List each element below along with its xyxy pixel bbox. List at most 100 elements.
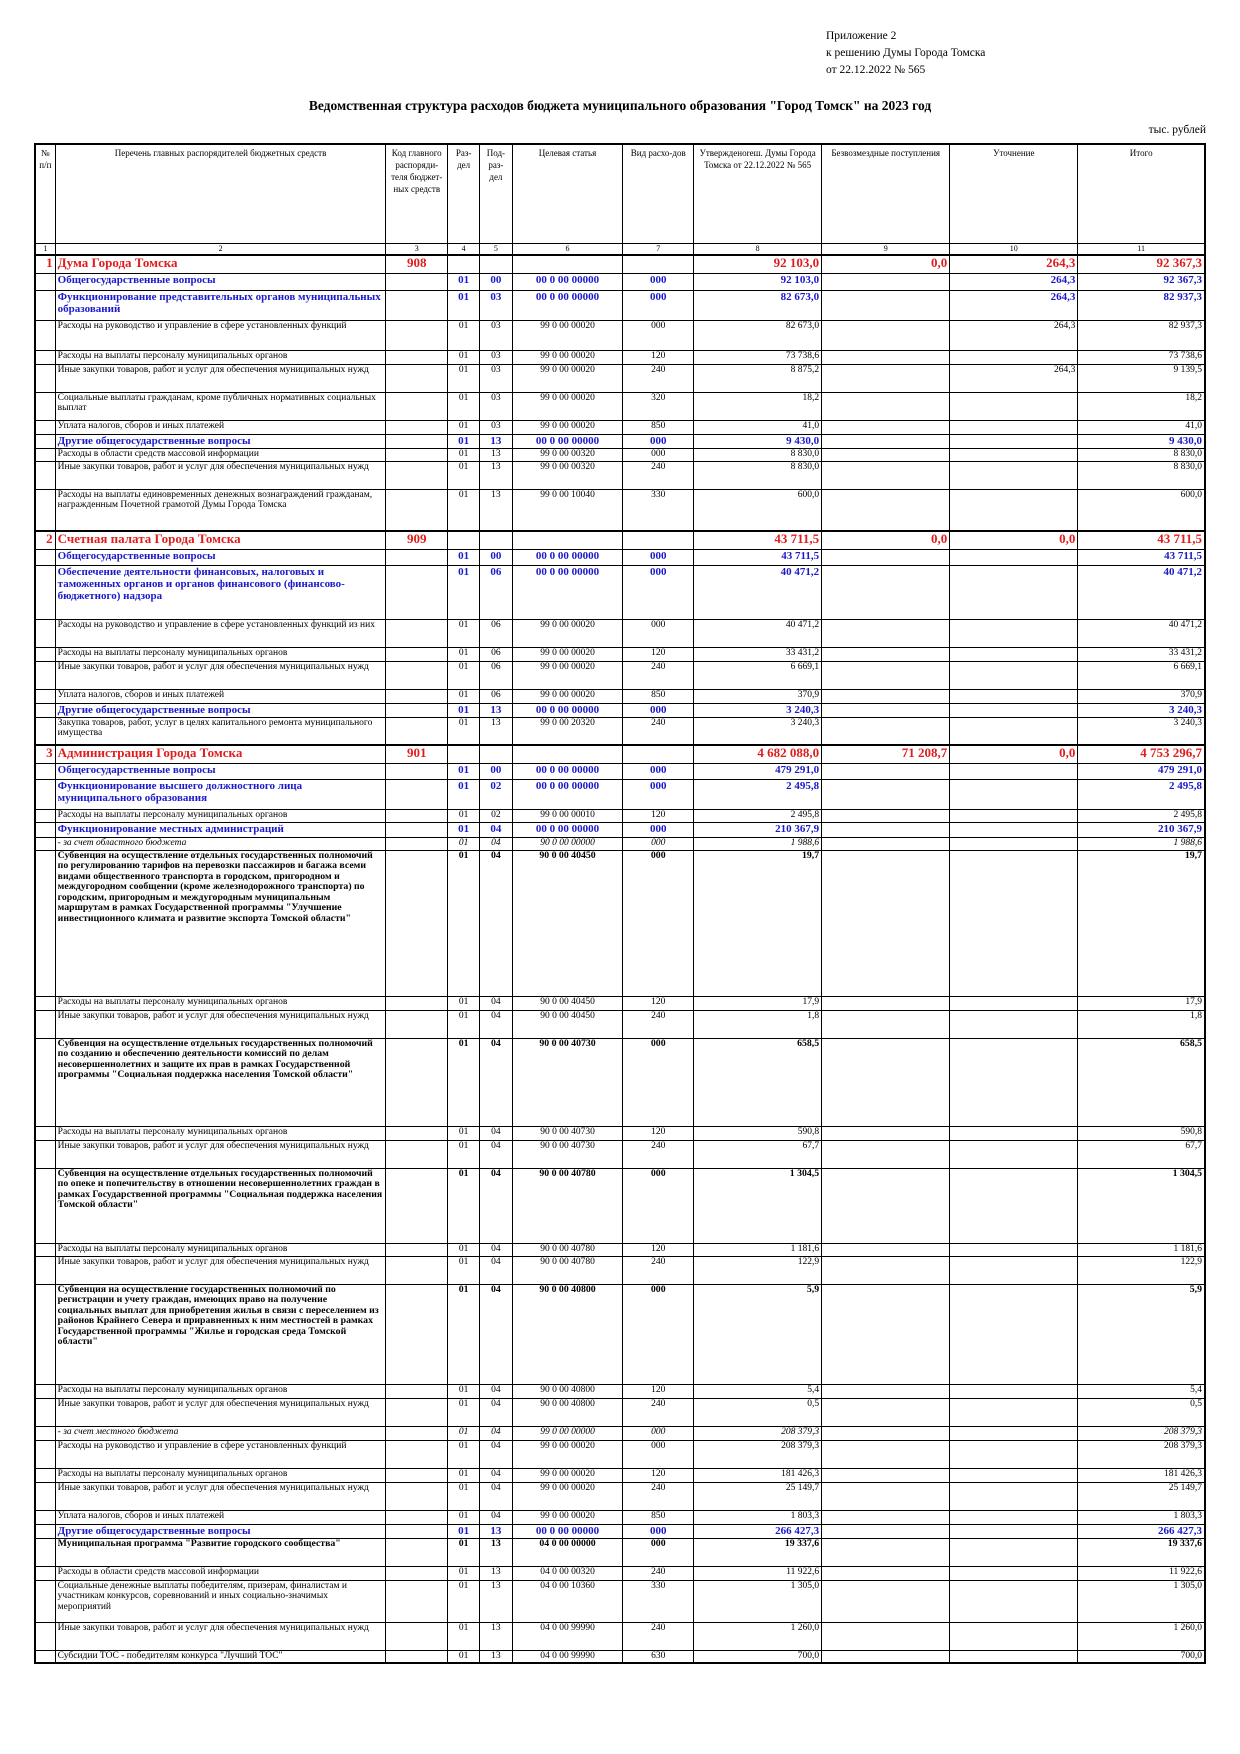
admin-code (385, 778, 448, 810)
approved-amount: 11 922,6 (693, 1565, 823, 1581)
table-row: Расходы на выплаты персоналу муниципальн… (34, 1242, 1206, 1257)
total-amount: 700,0 (1077, 1649, 1206, 1664)
approval-note-line-1: Приложение 2 (826, 30, 897, 42)
adjustment-amount (949, 1467, 1079, 1483)
row-name: Общегосударственные вопросы (54, 762, 387, 780)
target-article: 00 0 00 00000 (511, 289, 624, 321)
expense-type: 120 (622, 1125, 695, 1141)
admin-code (385, 618, 448, 648)
adjustment-amount (949, 1579, 1079, 1623)
row-name: Иные закупки товаров, работ и услуг для … (54, 1255, 387, 1285)
gratuitous-amount (821, 1537, 951, 1567)
approved-amount: 1 803,3 (693, 1509, 823, 1525)
adjustment-amount: 264,3 (949, 254, 1079, 274)
expense-type: 120 (622, 1242, 695, 1257)
expense-type: 330 (622, 1579, 695, 1623)
row-name: Субвенция на осуществление отдельных гос… (54, 1167, 387, 1244)
row-number (34, 564, 56, 620)
gratuitous-amount (821, 391, 951, 421)
total-amount: 5,4 (1077, 1383, 1206, 1399)
row-name: Уплата налогов, сборов и иных платежей (54, 1509, 387, 1525)
total-amount: 9 430,0 (1077, 433, 1206, 449)
section-row: Общегосударственные вопросы 01 00 00 0 00 0… (34, 762, 1206, 780)
table-row: Расходы на выплаты персоналу муниципальн… (34, 1467, 1206, 1483)
approved-amount: 208 379,3 (693, 1425, 823, 1441)
subsection-code: 13 (479, 702, 513, 718)
subsection-code: 04 (479, 1255, 513, 1285)
section-code: 01 (446, 433, 481, 449)
expense-type: 320 (622, 391, 695, 421)
admin-code (385, 1037, 448, 1127)
adjustment-amount (949, 419, 1079, 435)
row-name: Расходы на выплаты персоналу муниципальн… (54, 1467, 387, 1483)
row-number (34, 1383, 56, 1399)
total-amount: 9 139,5 (1077, 363, 1206, 393)
total-amount: 41,0 (1077, 419, 1206, 435)
gratuitous-amount (821, 1425, 951, 1441)
subsection-code (479, 744, 513, 764)
approved-amount: 0,5 (693, 1397, 823, 1427)
section-code: 01 (446, 1523, 481, 1539)
approved-amount: 40 471,2 (693, 618, 823, 648)
target-article: 99 0 00 00010 (511, 808, 624, 823)
table-row: Расходы на выплаты персоналу муниципальн… (34, 995, 1206, 1011)
expense-type: 000 (622, 778, 695, 810)
adjustment-amount (949, 1009, 1079, 1039)
section-code: 01 (446, 660, 481, 690)
total-amount: 82 937,3 (1077, 289, 1206, 321)
expense-type: 120 (622, 995, 695, 1011)
header-cell-name: Перечень главных распорядителей бюджетны… (54, 143, 387, 244)
gratuitous-amount (821, 289, 951, 321)
approved-amount: 1 304,5 (693, 1167, 823, 1244)
target-article (511, 530, 624, 550)
subsection-code: 06 (479, 660, 513, 690)
table-row: Муниципальная программа "Развитие городс… (34, 1537, 1206, 1567)
gratuitous-amount (821, 1621, 951, 1651)
expense-type: 240 (622, 1565, 695, 1581)
section-code: 01 (446, 1579, 481, 1623)
gratuitous-amount (821, 447, 951, 462)
subsection-code: 03 (479, 319, 513, 351)
expense-type: 000 (622, 447, 695, 462)
approved-amount: 82 673,0 (693, 289, 823, 321)
section-code: 01 (446, 460, 481, 490)
total-amount: 370,9 (1077, 688, 1206, 704)
total-amount: 19,7 (1077, 849, 1206, 997)
table-row: Уплата налогов, сборов и иных платежей 01… (34, 419, 1206, 435)
adjustment-amount: 0,0 (949, 530, 1079, 550)
table-row: Субвенция на осуществление отдельных гос… (34, 1167, 1206, 1244)
row-number (34, 460, 56, 490)
row-name: Расходы на выплаты персоналу муниципальн… (54, 995, 387, 1011)
adjustment-amount: 264,3 (949, 272, 1079, 291)
section-code: 01 (446, 1481, 481, 1511)
row-name: Расходы на выплаты персоналу муниципальн… (54, 1383, 387, 1399)
gratuitous-amount (821, 836, 951, 851)
gratuitous-amount (821, 419, 951, 435)
gratuitous-amount: 0,0 (821, 254, 951, 274)
table-row: Расходы на выплаты персоналу муниципальн… (34, 349, 1206, 365)
section-code: 01 (446, 1467, 481, 1483)
expense-type: 240 (622, 1009, 695, 1039)
row-name: Расходы на выплаты единовременных денежн… (54, 488, 387, 532)
section-code: 01 (446, 349, 481, 365)
expense-type: 000 (622, 1037, 695, 1127)
column-number: 4 (446, 243, 481, 256)
expense-type: 630 (622, 1649, 695, 1664)
adjustment-amount (949, 716, 1079, 746)
table-row: Иные закупки товаров, работ и услуг для … (34, 1621, 1206, 1651)
total-amount: 3 240,3 (1077, 716, 1206, 746)
subsection-code: 00 (479, 548, 513, 566)
admin-code (385, 419, 448, 435)
header-cell-code: Код главного распоряди-теля бюджет-ных с… (385, 143, 448, 244)
expense-type: 850 (622, 419, 695, 435)
row-number (34, 548, 56, 566)
total-amount: 208 379,3 (1077, 1425, 1206, 1441)
column-number: 2 (54, 243, 387, 256)
expense-type: 000 (622, 702, 695, 718)
row-name: Иные закупки товаров, работ и услуг для … (54, 660, 387, 690)
table-row: Расходы на выплаты персоналу муниципальн… (34, 1383, 1206, 1399)
expense-type: 000 (622, 821, 695, 838)
row-name: Обеспечение деятельности финансовых, нал… (54, 564, 387, 620)
admin-code (385, 836, 448, 851)
admin-code (385, 1242, 448, 1257)
